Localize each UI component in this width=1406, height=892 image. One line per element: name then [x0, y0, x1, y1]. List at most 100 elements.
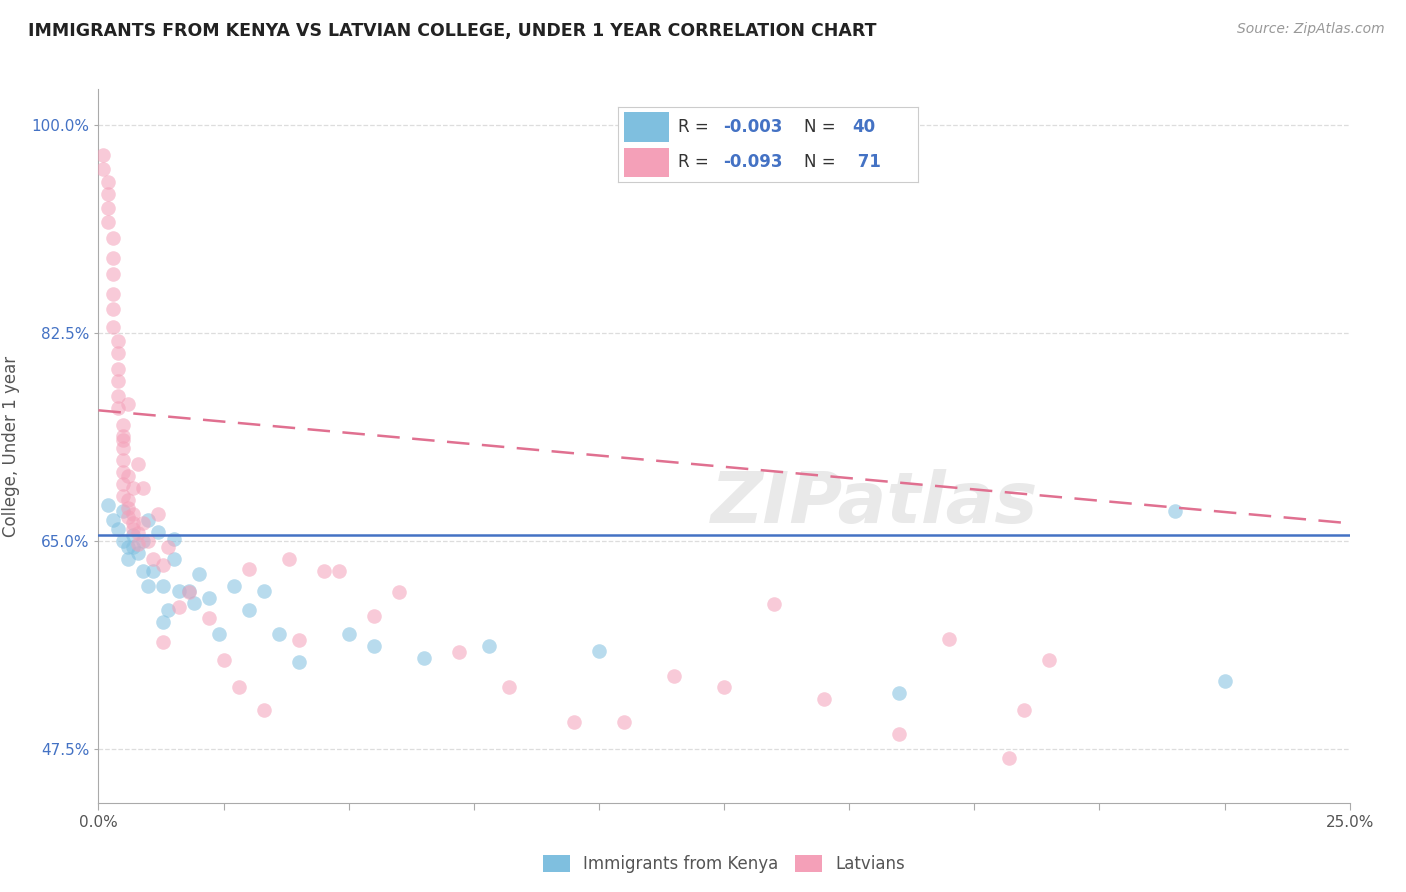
Point [613, 714, 636, 729]
Point [93, 161, 115, 176]
Point [197, 611, 219, 625]
Point [117, 510, 139, 524]
Point [122, 507, 145, 521]
Point [127, 546, 149, 560]
Point [132, 516, 155, 531]
Point [157, 603, 180, 617]
Point [152, 635, 174, 649]
Point [267, 627, 290, 641]
Point [312, 564, 335, 578]
Point [132, 534, 155, 549]
Legend: Immigrants from Kenya, Latvians: Immigrants from Kenya, Latvians [537, 848, 911, 880]
Y-axis label: College, Under 1 year: College, Under 1 year [3, 355, 20, 537]
Point [889, 686, 911, 700]
Point [132, 481, 155, 495]
Point [97, 186, 120, 201]
Text: N =: N = [804, 118, 841, 136]
Point [112, 429, 135, 443]
Point [107, 361, 129, 376]
Point [252, 703, 274, 717]
Point [103, 286, 125, 301]
Point [107, 401, 129, 415]
Point [187, 567, 209, 582]
Point [238, 603, 260, 617]
Point [117, 540, 139, 554]
Point [197, 591, 219, 606]
Point [107, 374, 129, 388]
Point [1213, 674, 1236, 689]
Point [127, 457, 149, 471]
Point [177, 584, 200, 599]
Point [107, 346, 129, 360]
Point [103, 302, 125, 317]
Text: 71: 71 [852, 153, 880, 170]
Point [117, 500, 139, 515]
Point [112, 477, 135, 491]
Point [103, 231, 125, 245]
Point [588, 643, 610, 657]
Point [122, 522, 145, 536]
Point [127, 536, 149, 550]
Point [112, 453, 135, 467]
Point [152, 579, 174, 593]
Text: ZIPatlas: ZIPatlas [710, 468, 1038, 538]
Text: 40: 40 [852, 118, 875, 136]
Text: IMMIGRANTS FROM KENYA VS LATVIAN COLLEGE, UNDER 1 YEAR CORRELATION CHART: IMMIGRANTS FROM KENYA VS LATVIAN COLLEGE… [28, 22, 876, 40]
Point [112, 442, 135, 456]
Point [117, 468, 139, 483]
Point [107, 522, 129, 536]
Point [112, 433, 135, 447]
Text: -0.003: -0.003 [723, 118, 782, 136]
Point [287, 656, 309, 670]
Text: R =: R = [678, 118, 714, 136]
Text: -0.093: -0.093 [723, 153, 782, 170]
FancyBboxPatch shape [624, 147, 669, 177]
Point [112, 465, 135, 479]
Point [763, 597, 786, 611]
Point [127, 525, 149, 540]
Point [222, 579, 245, 593]
Point [252, 584, 274, 599]
Point [138, 513, 160, 527]
Point [122, 481, 145, 495]
Point [97, 215, 120, 229]
Point [112, 417, 135, 432]
Point [122, 516, 145, 531]
Point [132, 564, 155, 578]
Point [813, 692, 835, 706]
Point [207, 627, 229, 641]
Point [498, 681, 520, 695]
Point [122, 540, 145, 554]
Point [328, 564, 350, 578]
Point [103, 251, 125, 265]
Point [412, 650, 434, 665]
Point [112, 489, 135, 503]
Point [152, 558, 174, 572]
Point [938, 632, 960, 646]
Point [142, 552, 165, 566]
Point [212, 653, 235, 667]
Point [112, 534, 135, 549]
Point [183, 596, 205, 610]
Point [97, 175, 120, 189]
Point [97, 201, 120, 215]
Point [103, 320, 125, 334]
Point [97, 499, 120, 513]
Text: N =: N = [804, 153, 841, 170]
Point [103, 267, 125, 281]
Point [122, 528, 145, 542]
Point [562, 714, 585, 729]
Text: Source: ZipAtlas.com: Source: ZipAtlas.com [1237, 22, 1385, 37]
Point [662, 668, 685, 682]
Point [93, 147, 115, 161]
Point [1163, 504, 1185, 518]
Text: R =: R = [678, 153, 714, 170]
Point [162, 532, 184, 546]
Point [238, 561, 260, 575]
Point [157, 540, 180, 554]
Point [138, 534, 160, 549]
Point [447, 645, 470, 659]
Point [1014, 703, 1036, 717]
Point [998, 750, 1021, 764]
Point [162, 552, 184, 566]
